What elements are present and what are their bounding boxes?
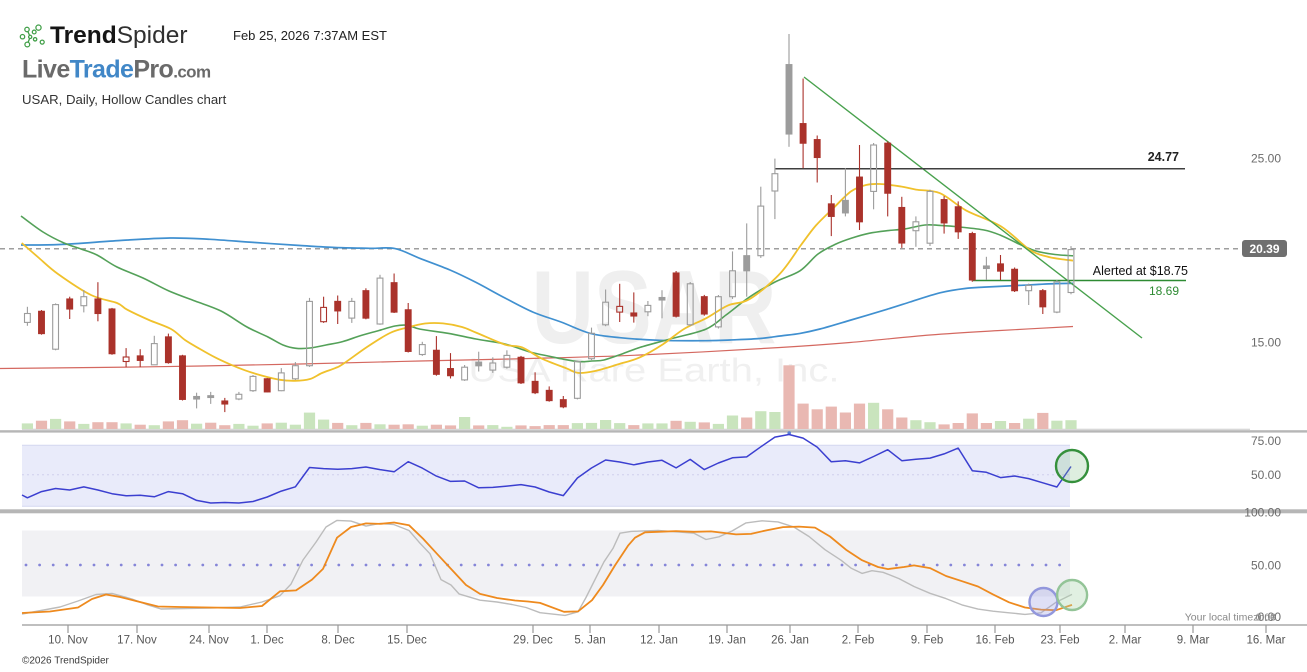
svg-text:USAR, Daily, Hollow Candles ch: USAR, Daily, Hollow Candles chart <box>22 92 227 107</box>
svg-text:18.69: 18.69 <box>1149 284 1179 298</box>
svg-text:0:00: 0:00 <box>1256 612 1277 624</box>
svg-text:LiveTradePro.com: LiveTradePro.com <box>22 56 211 84</box>
svg-text:TrendSpider: TrendSpider <box>50 22 188 49</box>
svg-text:20.39: 20.39 <box>1249 242 1279 256</box>
svg-text:29. Dec: 29. Dec <box>513 635 553 647</box>
svg-text:100.00: 100.00 <box>1244 506 1281 520</box>
svg-text:Feb 25, 2026 7:37AM EST: Feb 25, 2026 7:37AM EST <box>233 28 387 43</box>
svg-text:75.00: 75.00 <box>1251 434 1281 448</box>
svg-text:16. Mar: 16. Mar <box>1247 635 1286 647</box>
svg-text:25.00: 25.00 <box>1251 152 1281 166</box>
svg-text:50.00: 50.00 <box>1251 468 1281 482</box>
svg-text:5. Jan: 5. Jan <box>574 635 605 647</box>
svg-text:10. Nov: 10. Nov <box>48 635 88 647</box>
svg-text:Alerted at $18.75: Alerted at $18.75 <box>1093 264 1188 278</box>
svg-text:50.00: 50.00 <box>1251 559 1281 573</box>
svg-text:2. Mar: 2. Mar <box>1109 635 1142 647</box>
svg-text:USAR: USAR <box>532 250 777 366</box>
svg-text:24.77: 24.77 <box>1148 150 1179 164</box>
svg-text:2. Feb: 2. Feb <box>842 635 875 647</box>
svg-text:16. Feb: 16. Feb <box>976 635 1015 647</box>
svg-text:0.00: 0.00 <box>1258 610 1282 624</box>
svg-text:8. Dec: 8. Dec <box>321 635 354 647</box>
svg-text:17. Nov: 17. Nov <box>117 635 157 647</box>
svg-text:19. Jan: 19. Jan <box>708 635 746 647</box>
svg-text:23. Feb: 23. Feb <box>1041 635 1080 647</box>
svg-text:USA Rare Earth, Inc.: USA Rare Earth, Inc. <box>469 352 840 389</box>
svg-text:Your local timezone: Your local timezone <box>1185 612 1276 624</box>
svg-text:15.00: 15.00 <box>1251 336 1281 350</box>
svg-text:9. Feb: 9. Feb <box>911 635 944 647</box>
svg-text:©2026 TrendSpider: ©2026 TrendSpider <box>22 656 110 667</box>
svg-text:9. Mar: 9. Mar <box>1177 635 1210 647</box>
svg-text:1. Dec: 1. Dec <box>250 635 283 647</box>
svg-text:15. Dec: 15. Dec <box>387 635 427 647</box>
svg-text:26. Jan: 26. Jan <box>771 635 809 647</box>
svg-text:12. Jan: 12. Jan <box>640 635 678 647</box>
svg-text:24. Nov: 24. Nov <box>189 635 229 647</box>
